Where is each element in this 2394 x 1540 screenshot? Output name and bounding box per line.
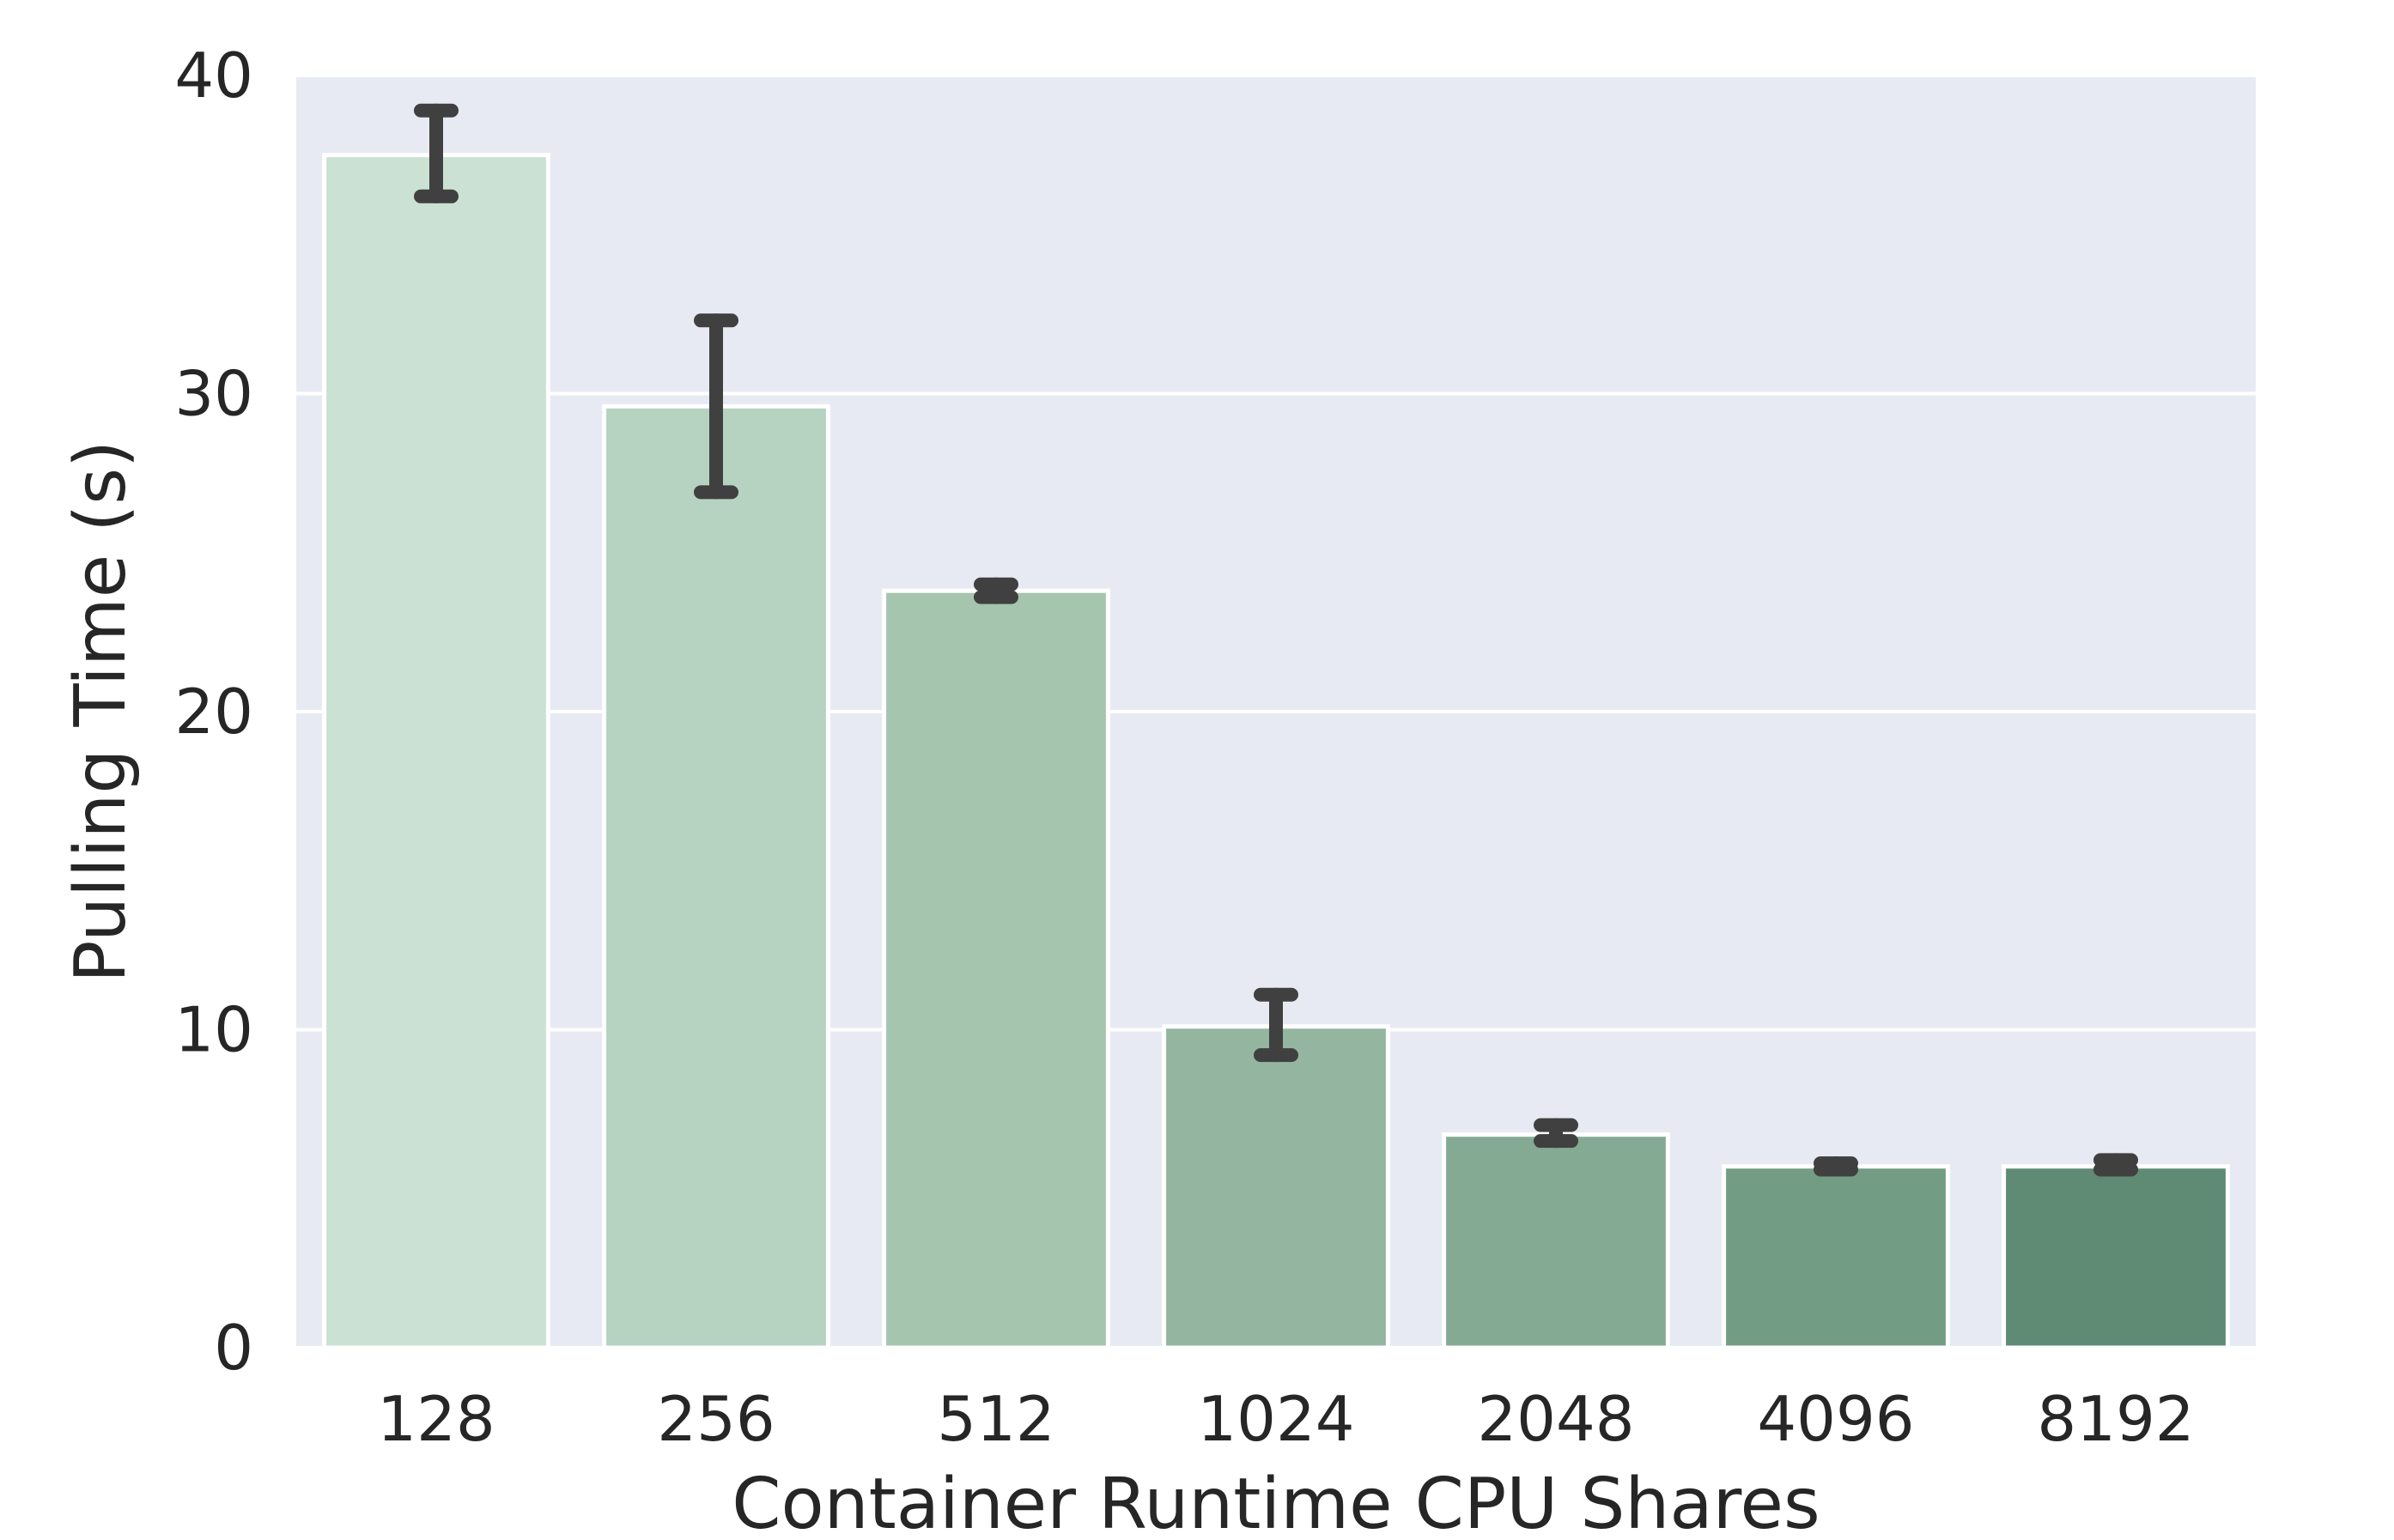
y-tick-label-1: 10 [174, 994, 253, 1066]
x-axis-label: Container Runtime CPU Shares [732, 1464, 1820, 1537]
y-axis-label: Pulling Time (s) [60, 440, 142, 983]
x-tick-label-1024: 1024 [1197, 1383, 1354, 1455]
error-bar-512 [974, 577, 1018, 604]
x-tick-label-128: 128 [377, 1383, 495, 1455]
bars [322, 153, 2230, 1350]
y-tick-label-0: 0 [214, 1312, 253, 1384]
bar-8192 [2002, 1164, 2230, 1350]
error-bar-128 [414, 103, 459, 203]
x-tick-label-4096: 4096 [1757, 1383, 1914, 1455]
bar-128 [322, 153, 550, 1350]
bar-256 [602, 403, 830, 1350]
bar-512 [882, 588, 1110, 1350]
x-tick-label-512: 512 [937, 1383, 1054, 1455]
y-tick-label-3: 30 [174, 358, 253, 430]
error-bars [414, 103, 2138, 1177]
error-bar-2048 [1534, 1118, 1578, 1149]
bar-4096 [1722, 1164, 1950, 1350]
error-bar-256 [694, 313, 738, 500]
y-tick-label-2: 20 [174, 676, 253, 748]
error-bar-8192 [2093, 1153, 2138, 1177]
bar-2048 [1442, 1132, 1670, 1350]
error-bar-1024 [1254, 987, 1298, 1063]
x-axis-ticks: 128 256 512 1024 2048 4096 8192 [377, 1383, 2194, 1455]
y-tick-label-4: 40 [174, 39, 253, 112]
error-bar-4096 [1814, 1156, 1858, 1177]
bar-1024 [1162, 1024, 1390, 1350]
x-tick-label-256: 256 [657, 1383, 775, 1455]
x-tick-label-8192: 8192 [2037, 1383, 2194, 1455]
x-tick-label-2048: 2048 [1477, 1383, 1634, 1455]
y-axis-ticks: 0 10 20 30 40 [174, 39, 253, 1384]
